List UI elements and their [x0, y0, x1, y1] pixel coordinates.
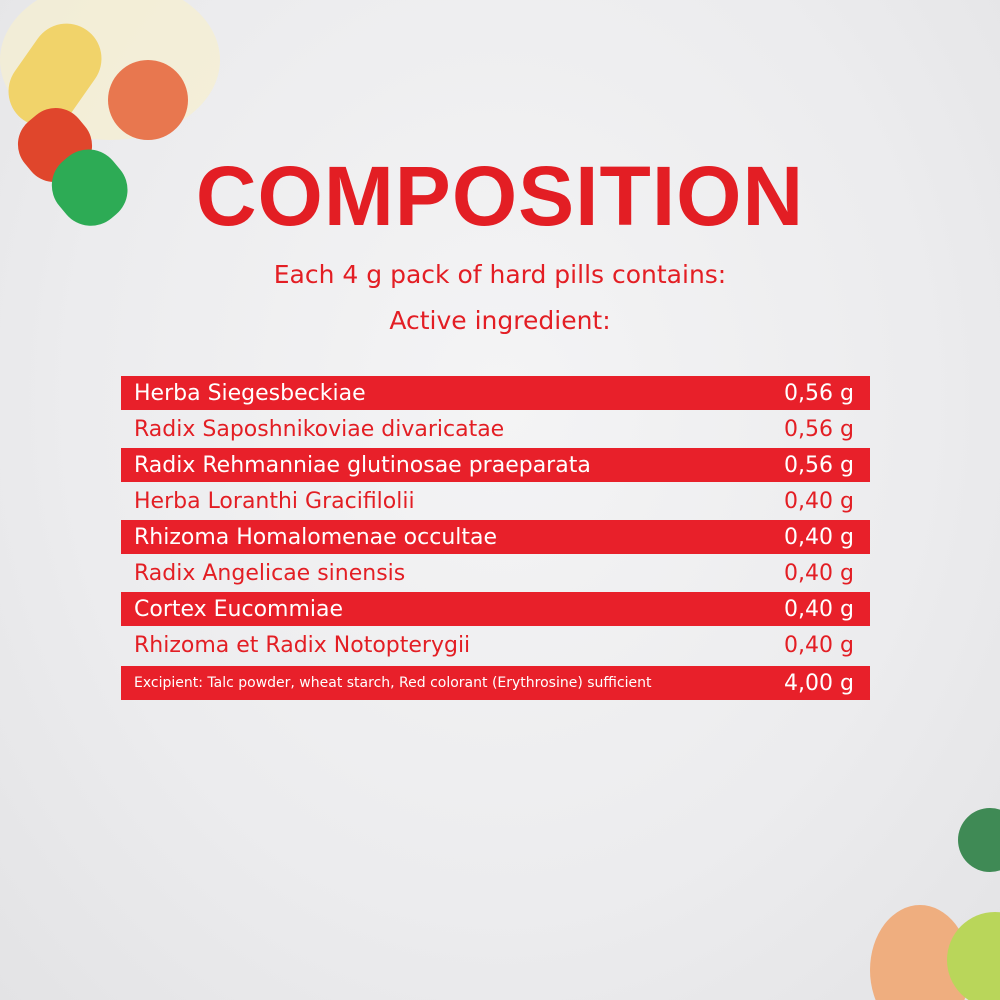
title: COMPOSITION	[195, 149, 805, 243]
ingredient-name: Radix Saposhnikoviae divaricatae	[134, 416, 505, 442]
ingredient-name: Radix Angelicae sinensis	[134, 560, 406, 586]
ingredient-name: Herba Siegesbeckiae	[134, 380, 366, 406]
table-row: Radix Angelicae sinensis 0,40 g	[121, 556, 870, 590]
table-row: Radix Saposhnikoviae divaricatae 0,56 g	[121, 412, 870, 446]
ingredient-amount: 0,40 g	[784, 524, 854, 550]
table-row: Herba Siegesbeckiae 0,56 g	[121, 376, 870, 410]
ingredient-name: Herba Loranthi Gracifilolii	[134, 488, 415, 514]
ingredient-amount: 0,40 g	[784, 488, 854, 514]
composition-table: Herba Siegesbeckiae 0,56 g Radix Saposhnik…	[121, 376, 870, 702]
ingredient-name: Rhizoma et Radix Notopterygii	[134, 632, 471, 658]
table-row: Radix Rehmanniae glutinosae praeparata 0,…	[121, 448, 870, 482]
ingredient-amount: 0,40 g	[784, 632, 854, 658]
ingredient-name: Cortex Eucommiae	[134, 596, 344, 622]
table-row: Rhizoma Homalomenae occultae 0,40 g	[121, 520, 870, 554]
table-row: Rhizoma et Radix Notopterygii 0,40 g	[121, 628, 870, 662]
table-row: Excipient: Talc powder, wheat starch, Re…	[121, 666, 870, 700]
ingredient-amount: 0,40 g	[784, 560, 854, 586]
ingredient-amount: 0,56 g	[784, 416, 854, 442]
ingredient-amount: 4,00 g	[784, 670, 854, 696]
ingredient-name: Radix Rehmanniae glutinosae praeparata	[134, 452, 591, 478]
subtitle: Active ingredient:	[389, 306, 611, 335]
ingredient-name: Rhizoma Homalomenae occultae	[134, 524, 498, 550]
table-row: Cortex Eucommiae 0,40 g	[121, 592, 870, 626]
table-row: Herba Loranthi Gracifilolii 0,40 g	[121, 484, 870, 518]
ingredient-amount: 0,40 g	[784, 596, 854, 622]
ingredient-amount: 0,56 g	[784, 452, 854, 478]
subtitle: Each 4 g pack of hard pills contains:	[273, 260, 727, 289]
ingredient-amount: 0,56 g	[784, 380, 854, 406]
ingredient-name: Excipient: Talc powder, wheat starch, Re…	[134, 675, 652, 691]
